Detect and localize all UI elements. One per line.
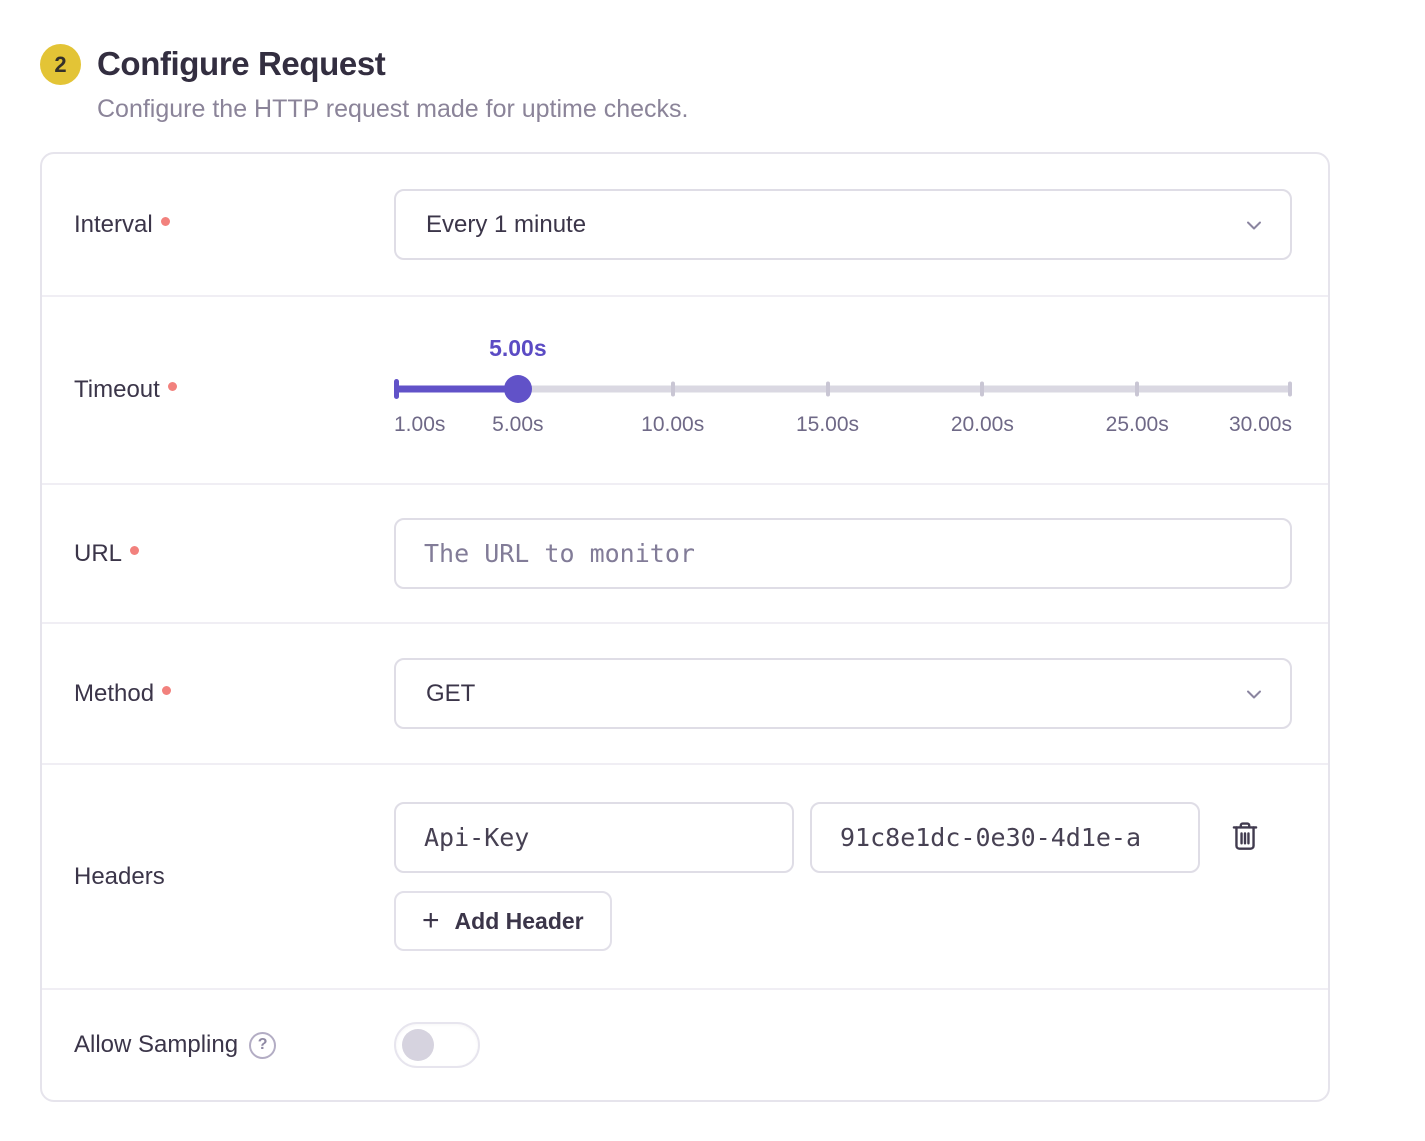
header-row [394,802,1292,873]
slider-tick-label: 15.00s [795,413,860,436]
form-row-headers: Headers [42,763,1328,988]
help-icon[interactable]: ? [249,1031,277,1059]
slider-tick-label: 1.00s [394,413,446,436]
step-number-badge: 2 [40,44,81,85]
timeout-label-wrap: Timeout [42,376,394,404]
header-value-input[interactable] [810,802,1200,873]
configure-request-section: 2 Configure Request Configure the HTTP r… [40,42,1425,1102]
timeout-slider-track[interactable] [394,375,1292,403]
method-label-wrap: Method [42,680,394,708]
slider-tick-label: 5.00s [492,413,544,436]
slider-start-cap [394,379,399,399]
slider-tick-label: 20.00s [950,413,1014,436]
page-title: Configure Request [97,45,386,82]
url-label: URL [74,539,123,567]
slider-tick-mark [1135,381,1140,397]
slider-tick-label: 10.00s [641,413,705,436]
timeout-label: Timeout [74,376,160,403]
allow-sampling-label: Allow Sampling [74,1031,239,1058]
add-header-label: Add Header [454,907,584,934]
allow-sampling-toggle[interactable] [394,1022,480,1068]
method-label: Method [74,679,155,707]
interval-label-wrap: Interval [42,211,394,239]
trash-icon [1227,818,1263,857]
form-row-url: URL [42,483,1328,622]
headers-label-wrap: Headers [42,863,394,891]
chevron-down-icon [1242,213,1266,237]
request-config-card: Interval Every 1 minute Timeout [40,152,1330,1102]
required-dot-icon [167,382,177,391]
required-dot-icon [130,545,140,555]
allow-sampling-label-wrap: Allow Sampling ? [42,1031,394,1059]
slider-tick-label: 30.00s [1228,413,1292,436]
slider-track[interactable] [394,385,1292,393]
required-dot-icon [160,216,170,226]
delete-header-button[interactable] [1222,815,1268,861]
form-row-method: Method GET [42,622,1328,763]
add-header-button[interactable]: + Add Header [394,891,612,951]
timeout-value-label: 5.00s [489,335,547,361]
chevron-down-icon [1242,682,1266,706]
url-label-wrap: URL [42,540,394,568]
interval-select[interactable]: Every 1 minute [394,189,1292,260]
header-key-input[interactable] [394,802,794,873]
method-select[interactable]: GET [394,658,1292,729]
required-dot-icon [162,685,172,695]
form-row-allow-sampling: Allow Sampling ? [42,988,1328,1100]
method-selected-value: GET [426,679,476,707]
toggle-knob [402,1029,434,1061]
step-number: 2 [54,51,67,77]
slider-tick-mark [980,381,985,397]
slider-tick-mark [825,381,830,397]
section-header: 2 Configure Request Configure the HTTP r… [40,42,1425,124]
plus-icon: + [422,904,440,937]
form-row-interval: Interval Every 1 minute [42,154,1328,295]
slider-tick-mark [670,381,675,397]
headers-label: Headers [74,862,165,890]
slider-tick-label: 25.00s [1105,413,1169,436]
timeout-slider-handle[interactable] [503,375,532,403]
url-input[interactable] [394,518,1292,589]
interval-selected-value: Every 1 minute [426,210,587,238]
timeout-slider: 5.00s 1.00s 5.00s 10.00s 15.00s 20.00s 25.00s… [394,335,1292,441]
page-subtitle: Configure the HTTP request made for upti… [97,95,689,123]
timeout-slider-fill [394,385,518,393]
form-row-timeout: Timeout 5.00s 1.00s 5.00s 10.00s 15.00s 20.0… [42,295,1328,483]
interval-label: Interval [74,210,153,238]
timeout-tick-labels: 1.00s 5.00s 10.00s 15.00s 20.00s 25.00s 30.00s [394,413,1292,441]
slider-end-cap [1288,381,1292,397]
